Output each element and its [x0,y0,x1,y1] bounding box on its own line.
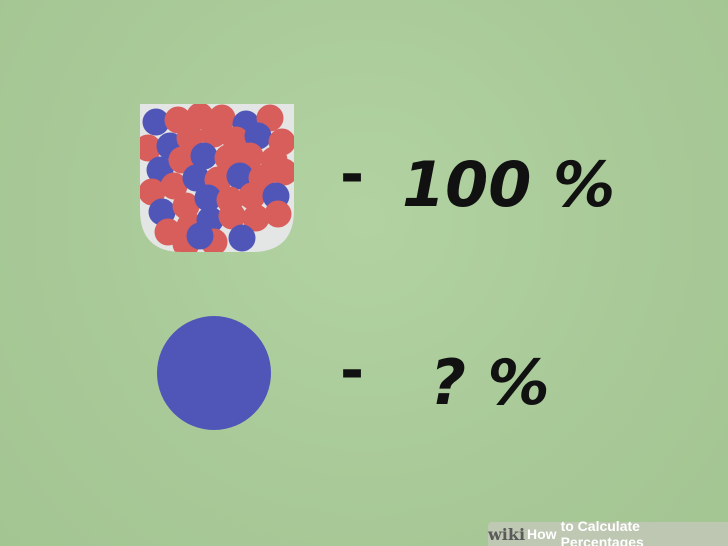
red-ball [172,192,200,220]
blue-ball [194,184,222,212]
red-ball [238,182,266,210]
red-ball [140,134,162,162]
red-ball [218,202,246,230]
red-ball [264,200,292,228]
blue-ball [228,224,256,252]
blue-ball [186,222,214,250]
blue-ball [190,142,218,170]
row-part-percent: ? % [430,346,550,419]
row-part-dash: - [340,336,364,404]
red-ball [242,204,270,232]
blue-ball [226,162,254,190]
red-ball [140,178,166,206]
watermark-title: to Calculate Percentages [560,518,644,546]
blue-ball [182,164,210,192]
red-ball [200,120,228,148]
red-ball [270,158,294,186]
wikihow-logo: wiki [488,524,526,544]
jar-balls [140,104,294,252]
watermark-how: How [527,526,557,542]
row-whole-percent: 100 % [402,148,615,221]
red-ball [236,142,264,170]
blue-ball [142,108,170,136]
row-whole-dash: - [340,140,364,208]
single-blue-ball [157,316,271,430]
red-ball [160,172,188,200]
watermark-banner: wiki How to Calculate Percentages [488,518,728,546]
